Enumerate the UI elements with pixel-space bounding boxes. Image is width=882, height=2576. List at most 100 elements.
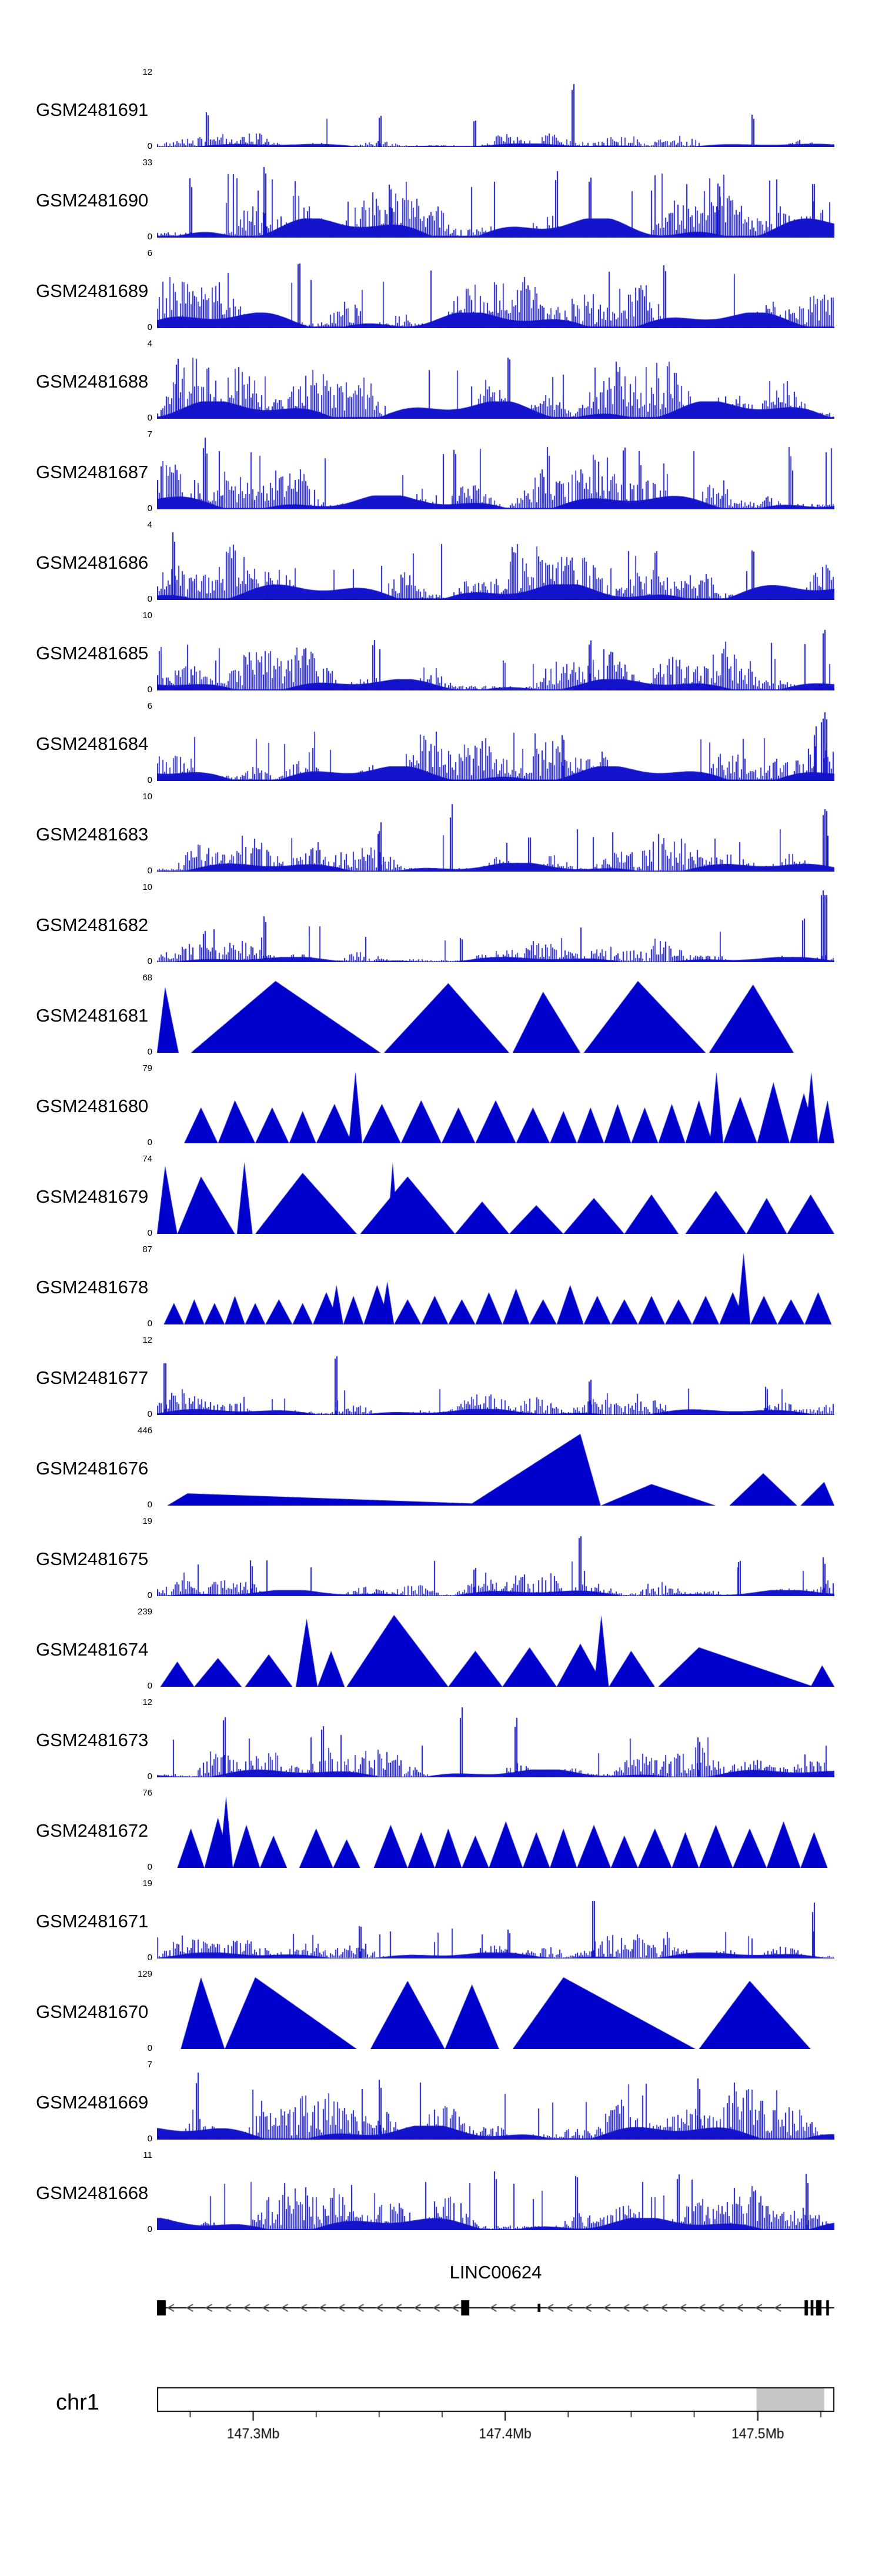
track-label: GSM2481680	[36, 1096, 149, 1116]
track-row: GSM2481689 6 0	[0, 249, 882, 345]
coverage-plot-canvas	[157, 1341, 834, 1415]
coverage-plot-canvas	[157, 1975, 834, 2049]
y-axis-max-label: 68	[142, 973, 152, 983]
y-axis-max-label: 12	[142, 1335, 152, 1345]
y-axis-max-label: 11	[143, 2150, 152, 2160]
y-axis-max-label: 76	[142, 1788, 152, 1798]
gene-model-canvas	[157, 2289, 834, 2327]
track-row: GSM2481671 19 0	[0, 1879, 882, 1975]
track-label: GSM2481685	[36, 643, 149, 663]
track-row: GSM2481691 12 0	[0, 68, 882, 163]
track-label: GSM2481681	[36, 1005, 149, 1026]
track-plot: 11 0	[143, 2151, 834, 2234]
track-label: GSM2481679	[36, 1186, 149, 1207]
track-label: GSM2481690	[36, 190, 149, 211]
track-label: GSM2481673	[36, 1730, 149, 1750]
track-plot: 33 0	[142, 158, 834, 241]
y-axis-zero-label: 0	[147, 1953, 152, 1963]
chromosome-name-label: chr1	[56, 2390, 99, 2415]
track-label: GSM2481683	[36, 824, 149, 845]
track-row: GSM2481690 33 0	[0, 158, 882, 254]
track-plot: 12 0	[142, 1336, 834, 1419]
y-axis-zero-label: 0	[147, 866, 152, 876]
y-axis-max-label: 19	[142, 1516, 152, 1526]
gene-annotation-track: LINC00624	[157, 2262, 834, 2327]
y-axis-zero-label: 0	[147, 322, 152, 332]
track-row: GSM2481688 4 0	[0, 339, 882, 435]
coverage-plot-canvas	[157, 1794, 834, 1868]
track-plot: 129 0	[138, 1970, 834, 2053]
y-axis-max-label: 446	[137, 1426, 152, 1436]
y-axis-max-label: 10	[142, 792, 152, 802]
y-axis-zero-label: 0	[147, 1681, 152, 1691]
track-row: GSM2481674 239 0	[0, 1607, 882, 1703]
y-axis-max-label: 239	[137, 1607, 152, 1617]
coverage-plot-canvas	[157, 1432, 834, 1506]
coverage-plot-canvas	[157, 1069, 834, 1143]
gene-name-label: LINC00624	[449, 2262, 542, 2283]
track-row: GSM2481687 7 0	[0, 430, 882, 526]
track-row: GSM2481683 10 0	[0, 792, 882, 888]
y-axis-zero-label: 0	[147, 1500, 152, 1510]
y-axis-zero-label: 0	[147, 956, 152, 966]
track-label: GSM2481671	[36, 1911, 149, 1931]
coverage-plot-canvas	[157, 979, 834, 1053]
track-label: GSM2481682	[36, 915, 149, 935]
track-plot: 446 0	[138, 1426, 834, 1509]
track-plot: 7 0	[148, 430, 834, 513]
y-axis-zero-label: 0	[147, 2224, 152, 2234]
y-axis-max-label: 33	[142, 158, 152, 168]
track-plot: 10 0	[142, 611, 834, 694]
coverage-tracks: GSM2481691 12 0 GSM2481690 33 0 GSM24816…	[0, 68, 882, 2247]
track-row: GSM2481669 7 0	[0, 2060, 882, 2156]
y-axis-max-label: 7	[147, 429, 152, 439]
y-axis-max-label: 4	[147, 339, 152, 349]
y-axis-zero-label: 0	[147, 775, 152, 785]
coverage-plot-canvas	[157, 2066, 834, 2140]
track-label: GSM2481686	[36, 552, 149, 573]
track-row: GSM2481670 129 0	[0, 1970, 882, 2066]
track-plot: 87 0	[142, 1245, 834, 1328]
ideogram-canvas	[157, 2370, 863, 2458]
track-plot: 6 0	[148, 702, 834, 785]
coverage-plot-canvas	[157, 345, 834, 419]
y-axis-max-label: 7	[147, 2060, 152, 2070]
y-axis-zero-label: 0	[147, 1862, 152, 1872]
y-axis-zero-label: 0	[147, 1771, 152, 1781]
y-axis-max-label: 10	[142, 882, 152, 892]
track-row: GSM2481673 12 0	[0, 1698, 882, 1794]
track-plot: 4 0	[148, 520, 834, 603]
track-plot: 76 0	[142, 1788, 834, 1871]
y-axis-zero-label: 0	[147, 1590, 152, 1600]
coverage-plot-canvas	[157, 798, 834, 872]
track-plot: 79 0	[142, 1064, 834, 1147]
track-plot: 19 0	[142, 1879, 834, 1962]
track-label: GSM2481669	[36, 2092, 149, 2113]
y-axis-zero-label: 0	[147, 1047, 152, 1057]
y-axis-max-label: 12	[142, 1697, 152, 1707]
coverage-plot-canvas	[157, 1613, 834, 1687]
track-row: GSM2481675 19 0	[0, 1517, 882, 1613]
y-axis-zero-label: 0	[147, 1319, 152, 1329]
track-row: GSM2481672 76 0	[0, 1788, 882, 1884]
track-label: GSM2481677	[36, 1367, 149, 1388]
coverage-plot-canvas	[157, 73, 834, 147]
coverage-plot-canvas	[157, 435, 834, 509]
track-label: GSM2481668	[36, 2183, 149, 2203]
track-row: GSM2481668 11 0	[0, 2151, 882, 2247]
y-axis-max-label: 74	[142, 1154, 152, 1164]
track-label: GSM2481674	[36, 1639, 149, 1660]
track-plot: 239 0	[138, 1607, 834, 1690]
y-axis-max-label: 79	[142, 1063, 152, 1073]
track-plot: 10 0	[142, 792, 834, 875]
track-row: GSM2481684 6 0	[0, 702, 882, 798]
chromosome-axis-section: chr1	[0, 2370, 882, 2511]
track-row: GSM2481678 87 0	[0, 1245, 882, 1341]
y-axis-zero-label: 0	[147, 232, 152, 242]
track-row: GSM2481685 10 0	[0, 611, 882, 707]
coverage-plot-canvas	[157, 888, 834, 962]
y-axis-max-label: 12	[142, 67, 152, 77]
track-label: GSM2481687	[36, 462, 149, 482]
track-label: GSM2481672	[36, 1820, 149, 1841]
track-row: GSM2481676 446 0	[0, 1426, 882, 1522]
